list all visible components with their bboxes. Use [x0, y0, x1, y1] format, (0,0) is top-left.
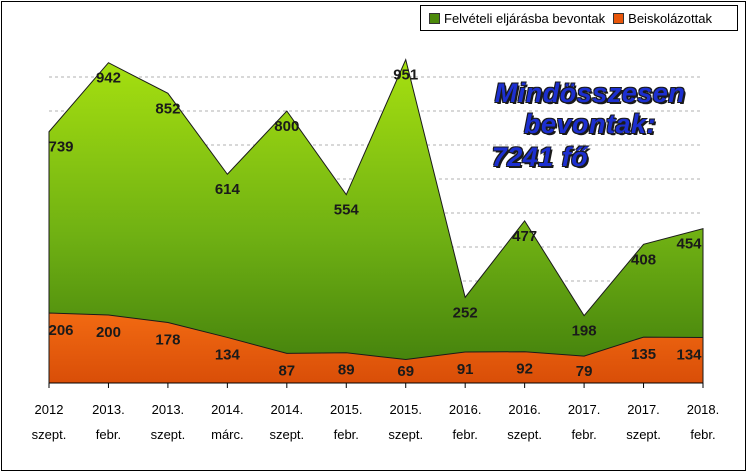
x-axis	[48, 382, 704, 388]
x-tick-label: 2016.	[508, 402, 541, 417]
data-label: 252	[453, 304, 478, 321]
legend-label: Beiskolázottak	[628, 10, 712, 26]
data-label: 408	[631, 251, 656, 268]
data-label: 69	[397, 363, 414, 380]
data-label: 134	[215, 346, 241, 363]
legend-item-orange: Beiskolázottak	[613, 11, 712, 26]
data-label: 739	[48, 139, 73, 156]
data-label: 614	[215, 181, 241, 198]
x-tick-label: 2014.	[271, 402, 304, 417]
area-series-1	[48, 312, 704, 384]
x-tick-label: febr.	[453, 427, 478, 442]
x-tick-label: 2014.	[211, 402, 244, 417]
x-tick-label: 2017.	[568, 402, 601, 417]
x-tick-label: szept.	[388, 427, 423, 442]
x-tick-label: szept.	[151, 427, 186, 442]
data-label: 79	[576, 363, 593, 380]
data-label: 200	[96, 324, 121, 341]
x-tick-label: szept.	[626, 427, 661, 442]
x-tick-label: 2017.	[627, 402, 660, 417]
data-label: 134	[676, 346, 702, 363]
data-label: 135	[631, 346, 656, 363]
total-annotation-line1: Mindösszesen bevontak:	[494, 78, 686, 139]
data-label: 951	[393, 67, 418, 84]
legend-label: Felvételi eljárásba bevontak	[444, 10, 606, 26]
x-tick-label: szept.	[507, 427, 542, 442]
data-label: 87	[278, 362, 295, 379]
data-label: 92	[516, 361, 533, 378]
x-tick-label: 2013.	[152, 402, 185, 417]
data-label: 942	[96, 70, 121, 87]
data-label: 206	[48, 322, 73, 339]
data-label: 477	[512, 228, 537, 245]
area-series-0	[48, 58, 704, 384]
data-label: 852	[155, 100, 180, 117]
total-annotation-line2: 7241 fő	[491, 142, 589, 172]
x-tick-label: 2016.	[449, 402, 482, 417]
legend-item-green: Felvételi eljárásba bevontak	[429, 11, 605, 26]
x-tick-label: febr.	[96, 427, 121, 442]
x-tick-label: 2015.	[389, 402, 422, 417]
x-tick-labels: 2012 szept. 2013. febr. 2013. szept. 2014. márc…	[32, 402, 720, 442]
x-tick-label: febr.	[690, 427, 715, 442]
legend-swatch-green	[429, 12, 440, 24]
x-tick-label: szept.	[32, 427, 67, 442]
legend-swatch-orange	[613, 12, 625, 24]
data-labels: 739 206 942 200 852 178 614 134 800 87 554 89 951 69 2…	[48, 67, 702, 380]
data-label: 91	[457, 361, 474, 378]
x-tick-label: szept.	[269, 427, 304, 442]
x-tick-label: márc.	[211, 427, 244, 442]
data-label: 178	[155, 331, 180, 348]
series-areas	[48, 58, 704, 384]
x-tick-label: 2012	[35, 402, 64, 417]
data-label: 454	[676, 236, 702, 253]
data-label: 800	[274, 118, 299, 135]
x-tick-label: febr.	[334, 427, 359, 442]
data-label: 198	[572, 323, 597, 340]
x-tick-label: 2018.	[687, 402, 720, 417]
x-tick-label: 2015.	[330, 402, 363, 417]
x-tick-label: 2013.	[92, 402, 125, 417]
x-tick-label: febr.	[571, 427, 596, 442]
data-label: 89	[338, 362, 355, 379]
legend: Felvételi eljárásba bevontak Beiskolázot…	[420, 5, 738, 31]
data-label: 554	[334, 202, 360, 219]
